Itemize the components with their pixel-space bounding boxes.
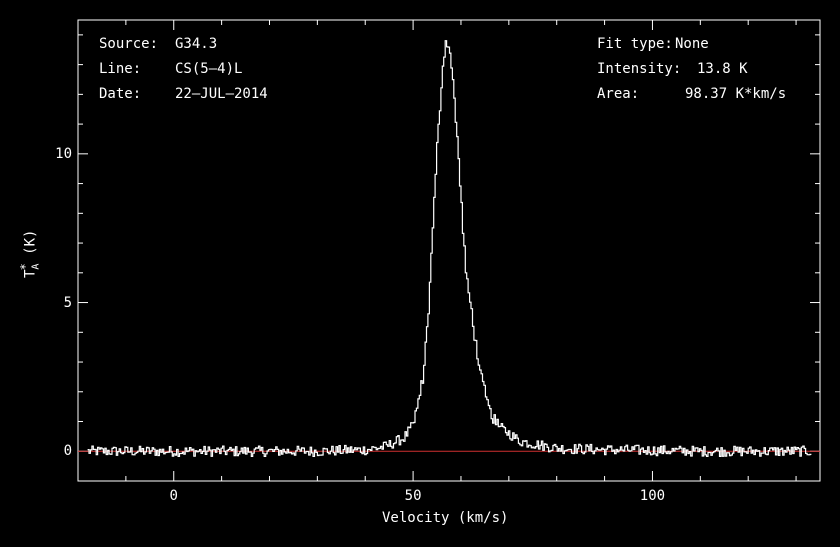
intensity-value: 13.8 K [697,61,748,77]
x-tick-label-0: 0 [169,488,178,504]
fit-type-key: Fit type: [597,36,673,52]
date-key: Date: [99,86,142,102]
line-key: Line: [99,61,142,77]
y-axis-label-sup: * [18,263,32,271]
spectrum-line [87,40,812,457]
fit-type-value: None [675,36,709,52]
plot-frame [77,19,821,482]
area-value: 98.37 K*km/s [685,86,787,102]
axis-ticks [77,20,820,481]
y-tick-label-10: 10 [55,145,72,162]
date-value: 22–JUL–2014 [175,86,268,102]
line-value: CS(5–4)L [175,61,243,77]
source-key: Source: [99,36,159,52]
y-axis-label: TA* (K) [18,230,41,278]
x-tick-label-50: 50 [404,488,422,504]
x-axis-label: Velocity (km/s) [382,510,509,526]
x-tick-label-100: 100 [639,488,666,504]
y-axis-label-sub: A [30,263,42,270]
source-value: G34.3 [175,36,218,52]
y-tick-label-0: 0 [63,443,72,460]
area-key: Area: [597,86,640,102]
y-axis-label-unit: (K) [22,229,39,255]
intensity-key: Intensity: [597,61,682,77]
y-tick-label-5: 5 [63,294,72,311]
